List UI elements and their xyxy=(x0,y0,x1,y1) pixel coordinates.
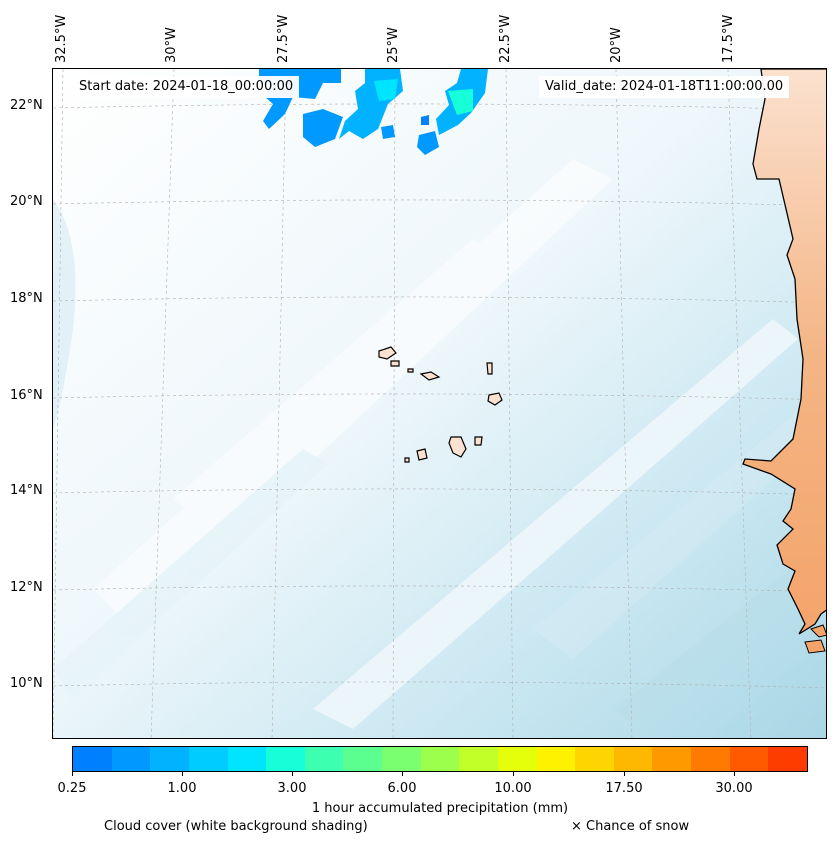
lat-label-12n: 12°N xyxy=(10,580,43,595)
lon-label-25w: 25°W xyxy=(386,27,401,63)
valid-date-label: Valid_date: 2024-01-18T11:00:00.00 xyxy=(539,76,790,98)
colorbar-swatch xyxy=(652,747,691,771)
colorbar-tick-label: 3.00 xyxy=(277,781,307,796)
colorbar-swatch xyxy=(420,747,460,771)
colorbar-swatch xyxy=(575,747,614,771)
colorbar-tick-label: 30.00 xyxy=(715,781,753,796)
colorbar-swatch xyxy=(768,747,807,771)
colorbar-tickmark xyxy=(292,772,293,776)
colorbar-tickmark xyxy=(402,772,403,776)
colorbar-swatch xyxy=(382,747,421,771)
cape-verde-islands xyxy=(378,346,503,463)
colorbar-swatch xyxy=(497,747,537,771)
colorbar-swatch xyxy=(304,747,344,771)
precipitation-colorbar xyxy=(72,746,808,772)
lon-label-22-5w: 22.5°W xyxy=(498,14,513,63)
colorbar-tickmark xyxy=(624,772,625,776)
lat-label-16n: 16°N xyxy=(10,388,43,403)
snow-chance-note: × Chance of snow xyxy=(571,819,690,834)
colorbar-swatch xyxy=(111,747,151,771)
start-date-label: Start date: 2024-01-18_00:00:00 xyxy=(73,76,300,98)
colorbar-tickmark xyxy=(72,772,73,776)
colorbar-tick-label: 0.25 xyxy=(57,781,87,796)
colorbar-tickmark xyxy=(513,772,514,776)
lat-label-18n: 18°N xyxy=(10,291,43,306)
lat-label-20n: 20°N xyxy=(10,194,43,209)
colorbar-tickmark xyxy=(734,772,735,776)
lon-label-27-5w: 27.5°W xyxy=(276,14,291,63)
lon-label-17-5w: 17.5°W xyxy=(721,14,736,63)
lat-label-22n: 22°N xyxy=(10,98,43,113)
colorbar-tick-label: 1.00 xyxy=(167,781,197,796)
lon-label-20w: 20°W xyxy=(609,27,624,63)
colorbar-swatch xyxy=(266,747,305,771)
africa-mainland xyxy=(742,69,826,635)
map-canvas[interactable]: Start date: 2024-01-18_00:00:00 Valid_da… xyxy=(52,68,827,739)
bijagos-islands xyxy=(804,624,826,654)
cloud-cover-note: Cloud cover (white background shading) xyxy=(104,819,368,834)
colorbar-swatch xyxy=(691,747,730,771)
map-graphics xyxy=(53,69,826,738)
colorbar-swatch xyxy=(227,747,267,771)
colorbar-swatch xyxy=(343,747,382,771)
colorbar-swatch xyxy=(150,747,189,771)
colorbar-tick-label: 17.50 xyxy=(605,781,643,796)
lat-label-14n: 14°N xyxy=(10,483,43,498)
cloud-streaks xyxy=(53,159,826,738)
lat-label-10n: 10°N xyxy=(10,676,43,691)
graticule xyxy=(53,69,826,738)
colorbar-swatch xyxy=(73,747,112,771)
colorbar-swatch xyxy=(459,747,498,771)
colorbar-swatch xyxy=(536,747,576,771)
colorbar-swatch xyxy=(613,747,653,771)
lon-label-32-5w: 32.5°W xyxy=(54,14,69,63)
colorbar-swatch xyxy=(188,747,228,771)
colorbar-tick-label: 6.00 xyxy=(387,781,417,796)
colorbar-swatch xyxy=(729,747,769,771)
colorbar-tick-label: 10.00 xyxy=(494,781,532,796)
colorbar-title: 1 hour accumulated precipitation (mm) xyxy=(311,801,569,816)
colorbar-tickmark xyxy=(182,772,183,776)
lon-label-30w: 30°W xyxy=(164,27,179,63)
